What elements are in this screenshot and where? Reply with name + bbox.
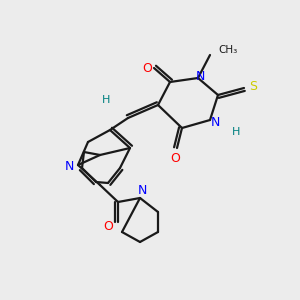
- Text: H: H: [232, 127, 240, 137]
- Text: O: O: [103, 220, 113, 232]
- Text: H: H: [102, 95, 110, 105]
- Text: N: N: [64, 160, 74, 173]
- Text: CH₃: CH₃: [218, 45, 237, 55]
- Text: O: O: [170, 152, 180, 164]
- Text: S: S: [249, 80, 257, 92]
- Text: N: N: [137, 184, 147, 197]
- Text: O: O: [142, 61, 152, 74]
- Text: N: N: [195, 70, 205, 83]
- Text: N: N: [210, 116, 220, 130]
